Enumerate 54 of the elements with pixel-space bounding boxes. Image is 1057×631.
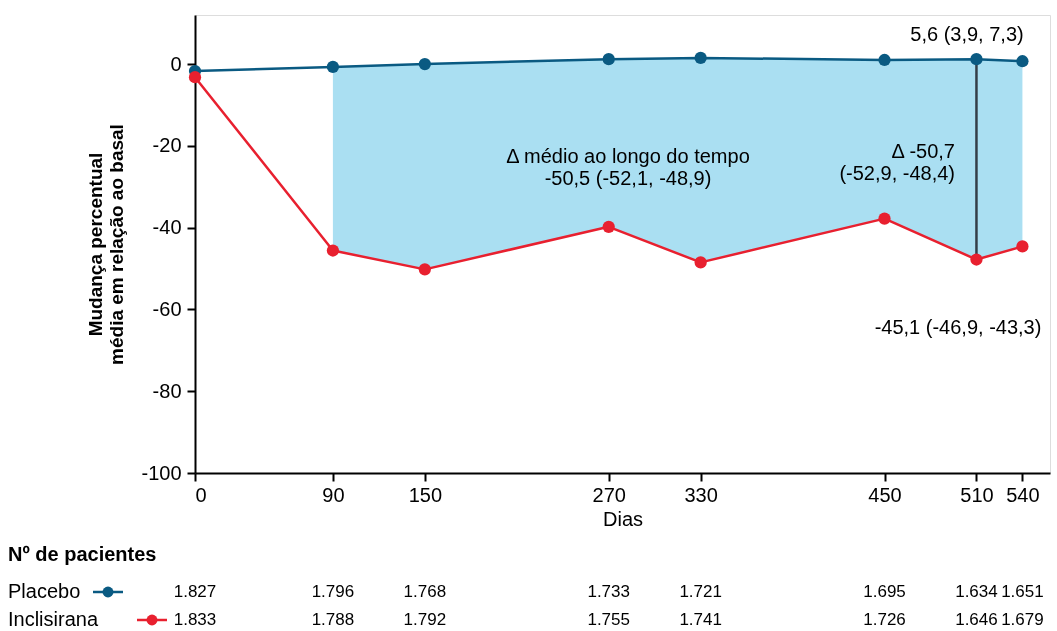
point bbox=[878, 212, 891, 225]
x-tick-label: 330 bbox=[684, 483, 718, 506]
point bbox=[1016, 240, 1029, 253]
text: 1.651 bbox=[1001, 582, 1044, 601]
x-tick-label: 450 bbox=[868, 483, 902, 506]
x-axis-title: Dias bbox=[602, 507, 644, 530]
y-tick-label: -100 bbox=[141, 461, 182, 484]
x-tick-label: 90 bbox=[322, 483, 345, 506]
y-tick-label: 0 bbox=[170, 52, 182, 75]
point bbox=[602, 220, 615, 233]
x-tick-label: 150 bbox=[408, 483, 443, 506]
y-tick-label: -80 bbox=[152, 379, 182, 402]
text: 1.679 bbox=[1001, 610, 1044, 629]
point bbox=[602, 53, 615, 66]
x-tick-label: 270 bbox=[592, 483, 626, 506]
y-tick-label: -20 bbox=[152, 134, 182, 157]
y-axis-title: Mudança percentual média em relação ao basal bbox=[85, 124, 128, 365]
text: 1.634 bbox=[955, 582, 998, 601]
point bbox=[878, 53, 891, 67]
text: 1.827 bbox=[173, 582, 217, 601]
annotation: Δ médio ao longo do tempo -50,5 (-52,1, -48,9) bbox=[506, 145, 750, 189]
text: 1.792 bbox=[403, 610, 447, 629]
legend-label: Inclisirana bbox=[8, 608, 99, 630]
text: 1.796 bbox=[311, 582, 355, 601]
text: 1.833 bbox=[173, 610, 217, 629]
point bbox=[970, 253, 983, 266]
text: 1.721 bbox=[679, 582, 722, 601]
point bbox=[694, 256, 707, 269]
point bbox=[418, 57, 431, 71]
point bbox=[326, 60, 340, 74]
legend-label: Placebo bbox=[8, 580, 81, 602]
point bbox=[188, 71, 202, 84]
text: 1.788 bbox=[311, 610, 355, 629]
x-tick-label: 0 bbox=[195, 483, 207, 506]
text: 1.695 bbox=[863, 582, 906, 601]
x-tick-label: 510 bbox=[960, 483, 994, 506]
text: 1.733 bbox=[587, 582, 630, 601]
x-tick-label: 540 bbox=[1006, 483, 1040, 506]
text: 1.741 bbox=[679, 610, 722, 629]
y-tick-label: -40 bbox=[152, 216, 182, 239]
text: 1.755 bbox=[587, 610, 630, 629]
point bbox=[970, 53, 983, 66]
text: 1.726 bbox=[863, 610, 906, 629]
annotation: 5,6 (3,9, 7,3) bbox=[910, 23, 1024, 45]
annotation: Δ -50,7 (-52,9, -48,4) bbox=[839, 140, 955, 184]
point bbox=[418, 263, 431, 276]
text: Nº de pacientes bbox=[8, 543, 157, 565]
point bbox=[326, 244, 340, 257]
annotation: -45,1 (-46,9, -43,3) bbox=[874, 316, 1042, 338]
text: 1.768 bbox=[403, 582, 447, 601]
text: 1.646 bbox=[955, 610, 998, 629]
point bbox=[1016, 55, 1029, 68]
y-tick-label: -60 bbox=[152, 297, 182, 320]
point bbox=[694, 51, 707, 65]
